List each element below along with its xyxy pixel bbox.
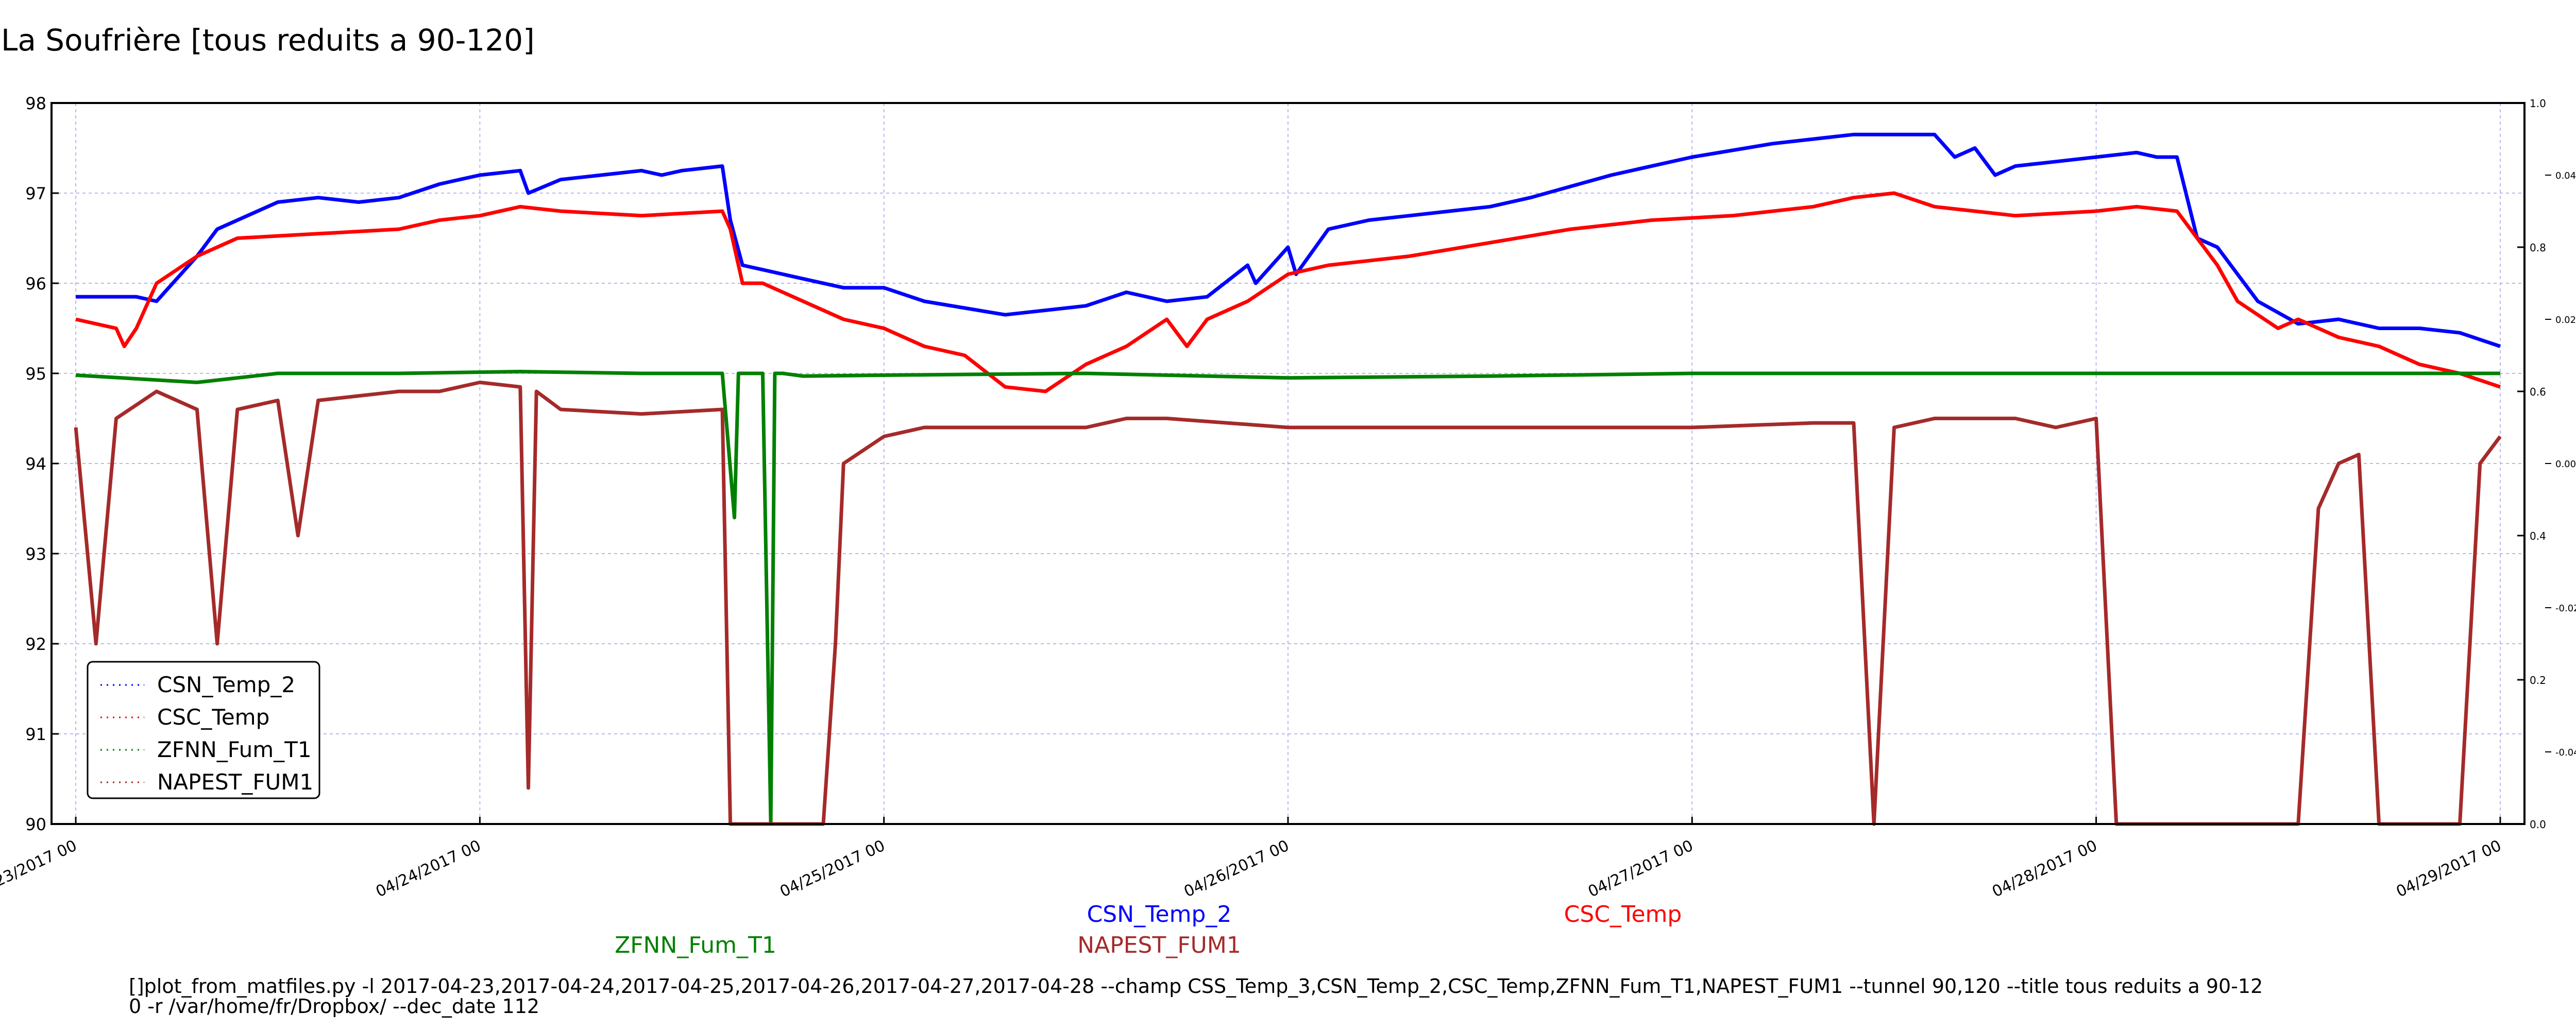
- y-tick-label: 91: [25, 725, 46, 744]
- y-tick-label: 98: [25, 94, 46, 113]
- x-tick-label: 04/29/2017 00: [2394, 837, 2504, 901]
- x-tick-label: 04/23/2017 00: [0, 837, 80, 901]
- y-tick-label: 93: [25, 544, 46, 564]
- chart-title: La Soufrière [tous reduits a 90-120]: [1, 23, 535, 58]
- legend: CSN_Temp_2 CSC_Temp ZFNN_Fum_T1 NAPEST_FUM1: [87, 661, 320, 799]
- x-tick-label: 04/25/2017 00: [777, 837, 888, 901]
- right-tick-label-secondary: -0.02: [2555, 603, 2576, 614]
- y-tick-label: 95: [25, 364, 46, 384]
- series-line-ZFNN_Fum_T1: [75, 370, 2500, 826]
- right-tick-label: 0.0: [2530, 818, 2546, 831]
- x-tick-label: 04/28/2017 00: [1989, 837, 2100, 901]
- grid: [52, 103, 2524, 824]
- bottom-label-CSN_Temp_2: CSN_Temp_2: [1087, 901, 1232, 928]
- bottom-label-ZFNN_Fum_T1: ZFNN_Fum_T1: [615, 932, 776, 958]
- legend-label: CSN_Temp_2: [157, 672, 295, 697]
- right-tick-label-secondary: 0.00: [2555, 459, 2576, 470]
- right-tick-label: 0.4: [2530, 530, 2546, 542]
- right-tick-label: 0.6: [2530, 386, 2546, 398]
- x-tick-label: 04/27/2017 00: [1585, 837, 1696, 901]
- y-tick-label: 97: [25, 184, 46, 203]
- bottom-label-CSC_Temp: CSC_Temp: [1564, 901, 1682, 928]
- legend-label: CSC_Temp: [157, 705, 269, 730]
- right-tick-label-secondary: -0.04: [2555, 747, 2576, 758]
- legend-label: ZFNN_Fum_T1: [157, 737, 312, 762]
- series-line-CSN_Temp_2: [76, 132, 2501, 348]
- right-tick-label: 0.8: [2530, 242, 2546, 254]
- bottom-label-NAPEST_FUM1: NAPEST_FUM1: [1077, 932, 1241, 958]
- right-tick-label: 0.2: [2530, 674, 2546, 686]
- series-line-CSC_Temp: [75, 191, 2501, 393]
- legend-box: [87, 661, 320, 799]
- series-line-NAPEST_FUM1: [74, 381, 2502, 826]
- y-tick-label: 90: [25, 815, 46, 834]
- x-tick-label: 04/26/2017 00: [1181, 837, 1292, 901]
- command-line-1: []plot_from_matfiles.py -l 2017-04-23,20…: [129, 975, 2263, 998]
- series-layer: [74, 132, 2502, 826]
- right-tick-label-secondary: 0.04: [2555, 170, 2576, 181]
- right-tick-label-secondary: 0.02: [2555, 315, 2576, 325]
- bottom-series-labels: CSN_Temp_2 CSC_Temp ZFNN_Fum_T1 NAPEST_FUM1: [615, 901, 1682, 958]
- legend-label: NAPEST_FUM1: [157, 769, 313, 795]
- command-line-2: 0 -r /var/home/fr/Dropbox/ --dec_date 11…: [129, 995, 540, 1018]
- right-tick-label: 1.0: [2530, 97, 2546, 110]
- y-tick-label: 94: [25, 454, 46, 474]
- x-tick-label: 04/24/2017 00: [373, 837, 484, 901]
- y-tick-label: 96: [25, 274, 46, 294]
- y-tick-label: 92: [25, 634, 46, 654]
